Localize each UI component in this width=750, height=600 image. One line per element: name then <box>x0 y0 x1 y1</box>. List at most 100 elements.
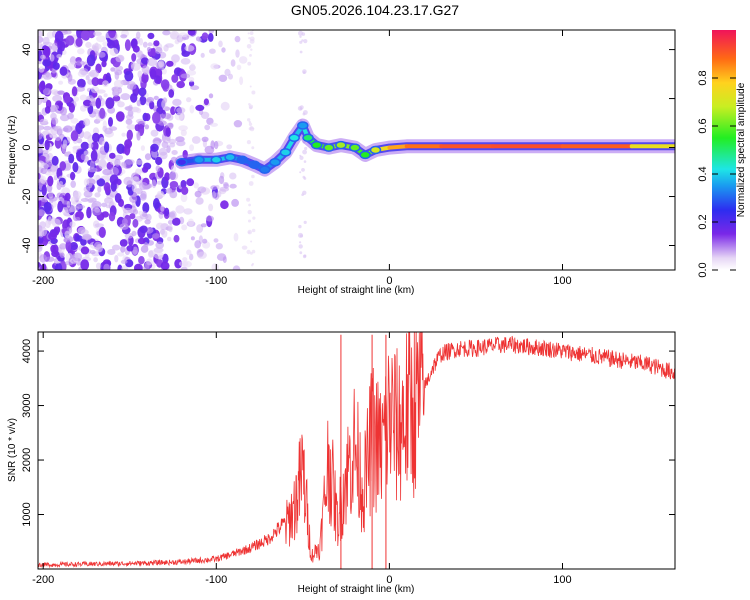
noise-speckle <box>83 118 91 127</box>
noise-speckle <box>250 240 253 243</box>
noise-speckle <box>57 90 65 95</box>
noise-speckle <box>249 85 252 88</box>
noise-speckle <box>50 89 59 95</box>
noise-speckle <box>152 233 160 239</box>
signal-point <box>279 148 292 157</box>
noise-speckle <box>239 76 244 85</box>
noise-speckle <box>299 234 304 238</box>
noise-speckle <box>43 201 52 213</box>
y-tick-label: 0 <box>21 145 33 151</box>
noise-speckle <box>96 89 106 94</box>
noise-speckle <box>92 132 100 143</box>
noise-speckle <box>170 210 177 220</box>
noise-speckle <box>187 218 194 227</box>
noise-speckle <box>117 264 123 270</box>
colorbar-gradient <box>712 30 736 270</box>
noise-speckle <box>119 239 128 247</box>
noise-speckle <box>202 238 208 244</box>
noise-speckle <box>200 111 210 120</box>
noise-speckle <box>38 66 45 73</box>
noise-speckle <box>147 57 158 67</box>
noise-speckle <box>248 203 252 207</box>
noise-speckle <box>43 46 51 58</box>
noise-speckle <box>125 81 136 86</box>
noise-speckle <box>155 165 161 173</box>
noise-speckle <box>62 127 69 132</box>
noise-speckle <box>178 125 188 131</box>
noise-speckle <box>302 149 307 155</box>
noise-speckle <box>114 255 119 263</box>
noise-speckle <box>109 174 119 185</box>
noise-speckle <box>80 259 90 270</box>
noise-speckle <box>249 36 255 42</box>
noise-speckle <box>200 223 207 228</box>
noise-speckle <box>76 235 83 242</box>
noise-speckle <box>70 117 79 124</box>
noise-speckle <box>301 32 306 36</box>
noise-speckle <box>251 174 255 179</box>
noise-speckle <box>113 79 124 88</box>
noise-speckle <box>59 66 68 76</box>
noise-speckle <box>59 252 65 258</box>
noise-speckle <box>180 180 187 188</box>
noise-speckle <box>124 70 134 82</box>
noise-speckle <box>181 186 189 195</box>
noise-speckle <box>149 100 155 110</box>
x-tick-label: -100 <box>205 275 227 287</box>
noise-speckle <box>144 262 150 270</box>
noise-speckle <box>119 223 129 230</box>
noise-speckle <box>43 125 52 131</box>
noise-speckle <box>145 213 152 221</box>
noise-speckle <box>57 200 64 213</box>
noise-speckle <box>143 242 149 249</box>
noise-speckle <box>247 61 252 66</box>
noise-speckle <box>115 55 124 63</box>
snr-series-line <box>38 332 675 569</box>
noise-speckle <box>181 224 188 231</box>
noise-speckle <box>210 185 218 190</box>
noise-speckle <box>126 129 133 141</box>
noise-speckle <box>38 132 43 140</box>
noise-speckle <box>186 178 195 187</box>
noise-speckle <box>157 120 167 126</box>
noise-speckle <box>104 182 111 193</box>
noise-speckle <box>201 136 209 142</box>
noise-speckle <box>216 253 227 261</box>
noise-speckle <box>163 44 169 52</box>
noise-speckle <box>188 76 195 83</box>
noise-speckle <box>189 104 195 114</box>
noise-speckle <box>303 160 307 163</box>
noise-speckle <box>168 224 173 233</box>
noise-speckle <box>101 202 108 208</box>
noise-speckle <box>147 32 155 40</box>
noise-speckle <box>107 249 116 255</box>
noise-speckle <box>166 60 174 67</box>
noise-speckle <box>89 160 95 169</box>
noise-speckle <box>41 184 47 196</box>
noise-speckle <box>232 265 241 270</box>
noise-speckle <box>70 196 77 205</box>
noise-speckle <box>108 117 113 127</box>
noise-speckle <box>208 93 214 99</box>
noise-speckle <box>189 253 194 261</box>
noise-speckle <box>191 136 201 144</box>
noise-speckle <box>189 144 195 152</box>
noise-speckle <box>220 200 229 210</box>
noise-speckle <box>124 143 131 156</box>
noise-speckle <box>131 230 137 237</box>
noise-speckle <box>231 198 240 207</box>
noise-speckle <box>69 221 76 228</box>
noise-speckle <box>194 240 202 249</box>
noise-speckle <box>251 146 255 150</box>
noise-speckle <box>190 85 200 91</box>
noise-speckle <box>38 36 44 44</box>
noise-speckle <box>150 143 159 152</box>
noise-speckle <box>125 159 135 165</box>
signal-point <box>248 160 261 169</box>
noise-speckle <box>134 263 143 270</box>
noise-speckle <box>117 252 125 257</box>
noise-speckle <box>139 95 147 106</box>
noise-speckle <box>302 175 306 179</box>
noise-speckle <box>137 237 146 245</box>
noise-speckle <box>194 190 202 198</box>
